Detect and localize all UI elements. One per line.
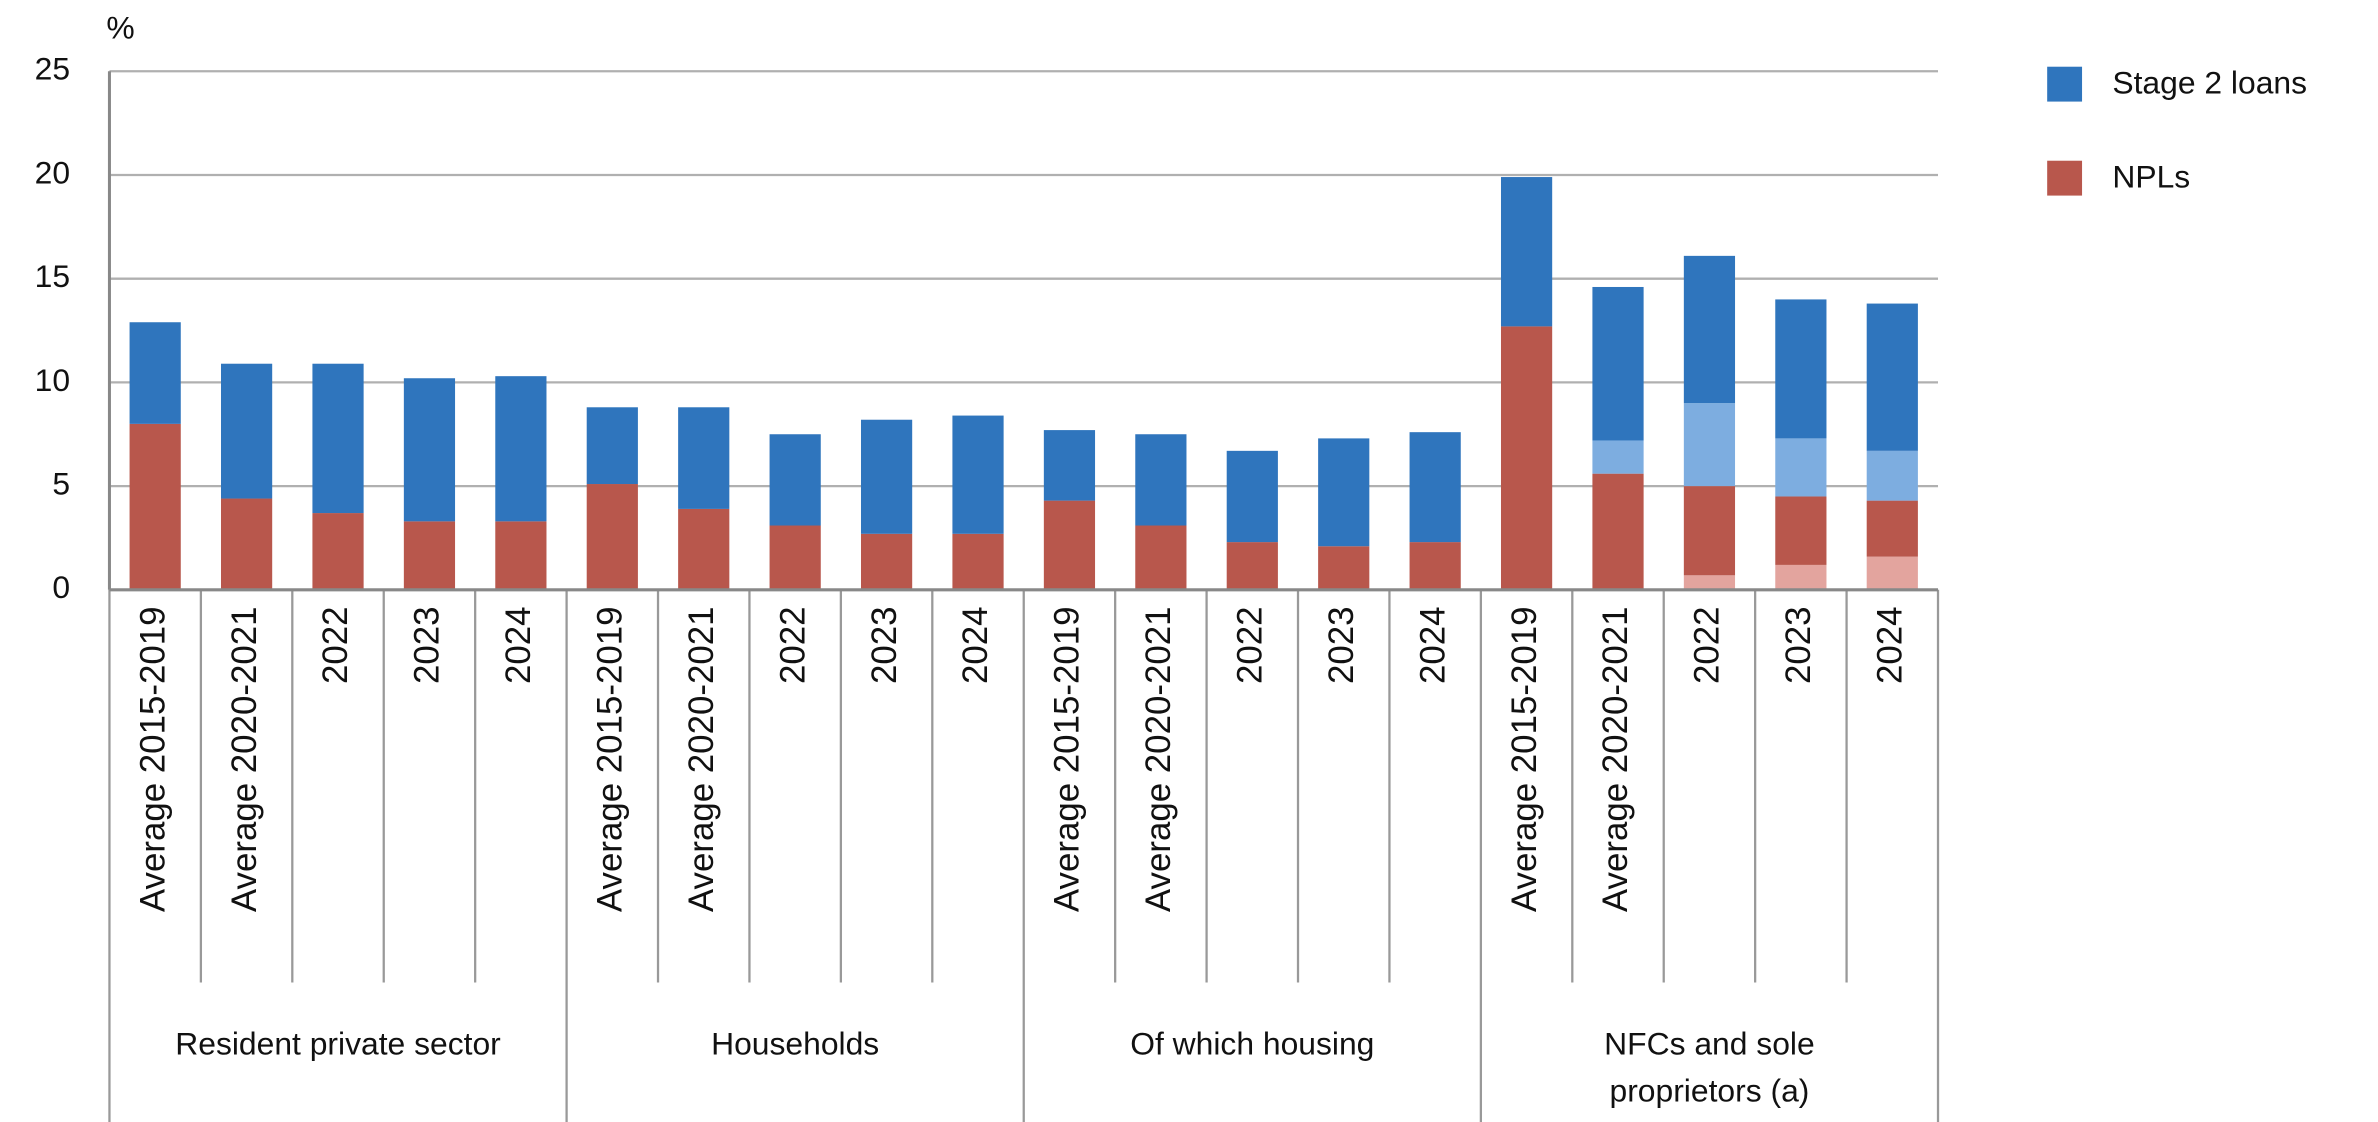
group-label: Households [711,1026,879,1062]
x-tick-label: 2024 [1871,606,1910,684]
bar-segment [678,407,730,509]
y-axis-label: % [106,10,134,46]
x-tick-label: Average 2020-2021 [1596,606,1635,912]
bar-segment [1775,438,1827,497]
bar-segment [952,415,1004,534]
y-tick-label: 10 [35,362,70,398]
x-tick-label: Average 2020-2021 [1139,606,1178,912]
bar-segment [1592,473,1644,590]
x-tick-label: 2022 [1231,606,1270,684]
bar-segment [1866,450,1918,501]
bar-segment [1775,299,1827,439]
bar-segment [1775,496,1827,565]
bar-segment [495,376,547,522]
x-tick-label: 2023 [1779,606,1818,684]
x-tick-label: Average 2015-2019 [591,606,630,912]
x-tick-label: Average 2015-2019 [1048,606,1087,912]
bar-segment [1866,500,1918,557]
bar-segment [129,322,181,424]
bar-segment [312,363,364,514]
legend-label: NPLs [2112,158,2190,194]
bar-segment [1592,440,1644,474]
group-label: Resident private sector [175,1026,501,1062]
bar-segment [1683,486,1736,576]
bar-segment [1866,303,1918,451]
bar-segment [769,525,821,590]
x-tick-label: 2024 [956,606,995,684]
bar-segment [220,498,273,590]
bar-segment [1866,556,1918,590]
bar-segment [586,484,638,590]
bar-segment [769,434,821,526]
bar-segment [1775,564,1827,590]
bar-segment [495,521,547,590]
bar-segment [952,533,1004,590]
x-tick-label: Average 2020-2021 [225,606,264,912]
bar-segment [403,378,456,522]
bar-segment [129,423,181,590]
group-label: proprietors (a) [1610,1073,1810,1109]
group-label: NFCs and sole [1604,1026,1815,1062]
bar-segment [1318,438,1370,547]
x-tick-label: 2022 [1688,606,1727,684]
bar-segment [586,407,638,485]
x-tick-label: 2024 [1413,606,1452,684]
bar-segment [1409,432,1461,543]
bar-segment [1318,546,1370,590]
bar-segment [1135,525,1187,590]
y-tick-label: 25 [35,51,70,87]
bar-segment [860,419,913,534]
bar-segment [1500,177,1553,327]
x-tick-label: 2022 [773,606,812,684]
legend-label: Stage 2 loans [2112,64,2307,100]
bar-segment [1226,450,1278,543]
x-tick-label: Average 2015-2019 [1505,606,1544,912]
x-tick-label: Average 2020-2021 [682,606,721,912]
x-tick-label: 2024 [499,606,538,684]
bar-segment [860,533,913,590]
bar-segment [312,513,364,590]
bar-segment [1226,542,1278,590]
bar-segment [1043,430,1096,501]
bar-segment [220,363,273,499]
bar-segment [1592,286,1644,441]
x-tick-label: 2023 [408,606,447,684]
y-tick-label: 5 [52,466,70,502]
y-tick-label: 0 [52,569,70,605]
x-tick-label: 2023 [1322,606,1361,684]
bar-segment [1683,255,1736,404]
y-tick-label: 15 [35,258,70,294]
bar-segment [1409,542,1461,590]
bar-segment [403,521,456,590]
x-tick-label: Average 2015-2019 [133,606,172,912]
bar-segment [1683,575,1736,590]
x-tick-label: 2023 [865,606,904,684]
group-label: Of which housing [1130,1026,1374,1062]
bar-segment [1683,403,1736,487]
bar-segment [1135,434,1187,526]
bar-segment [1500,326,1553,590]
legend-swatch [2047,160,2083,196]
legend-swatch [2047,66,2083,102]
y-tick-label: 20 [35,154,70,190]
bar-segment [678,508,730,590]
bar-segment [1043,500,1096,590]
x-tick-label: 2022 [316,606,355,684]
